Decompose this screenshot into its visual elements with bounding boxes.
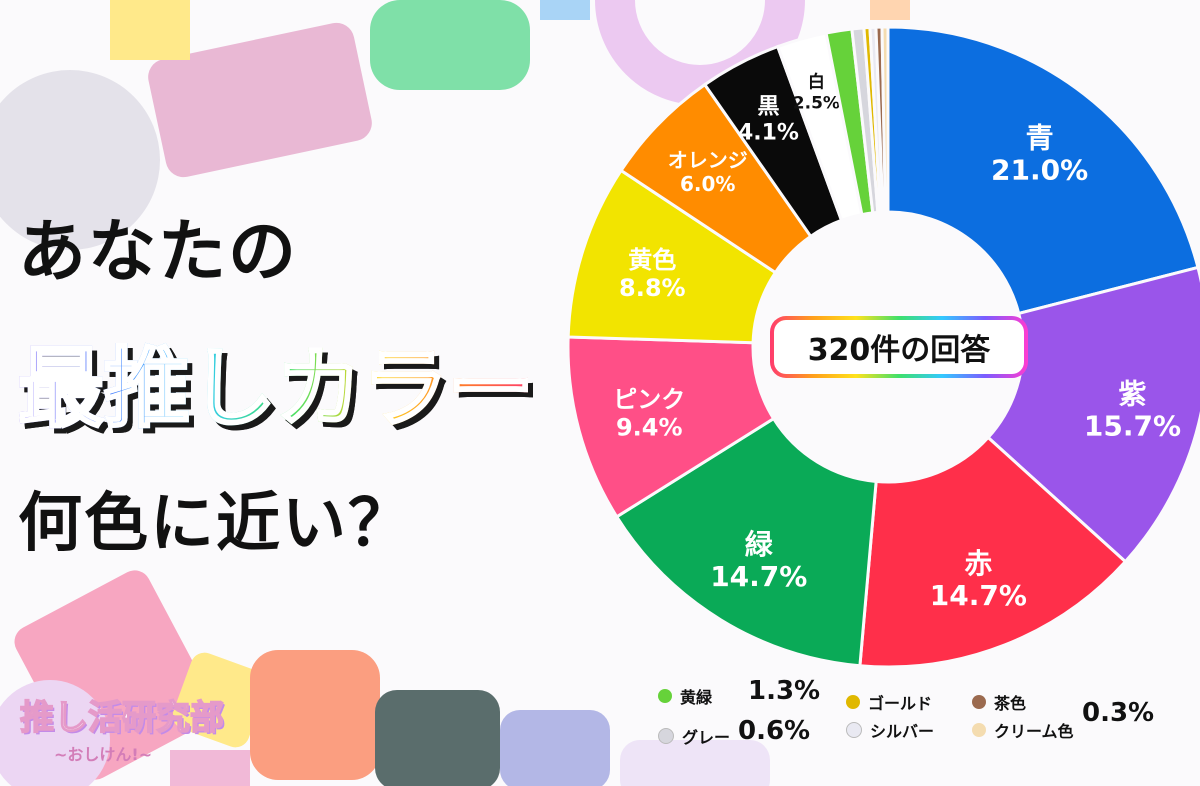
slice-value-2: 14.7% bbox=[930, 579, 1027, 612]
legend-value-gray: 0.6% bbox=[738, 716, 811, 746]
deco-pink-rect bbox=[148, 22, 372, 178]
slice-value-4: 9.4% bbox=[616, 414, 683, 442]
deco-coral-rounded bbox=[250, 650, 380, 780]
response-count-badge: 320件の回答 bbox=[770, 316, 1028, 378]
slice-label-7: 黒 bbox=[757, 95, 779, 120]
deco-yellow-rect bbox=[110, 0, 190, 60]
pie-slice-2 bbox=[858, 435, 1128, 669]
deco-blue-rect bbox=[540, 0, 590, 20]
legend-item-gold: ゴールド bbox=[846, 690, 932, 714]
legend-label: クリーム色 bbox=[994, 722, 1074, 741]
legend-item-gray: グレー bbox=[658, 724, 730, 748]
slice-value-1: 15.7% bbox=[1084, 409, 1181, 442]
legend-value-yellowgreen: 1.3% bbox=[748, 676, 821, 706]
slice-value-0: 21.0% bbox=[991, 154, 1088, 187]
logo-subtitle: ~おしけん!~ bbox=[54, 745, 153, 764]
legend-dot bbox=[972, 695, 986, 709]
legend-dot bbox=[846, 722, 862, 738]
deco-lilac-circle bbox=[0, 680, 110, 786]
slice-value-3: 14.7% bbox=[710, 560, 807, 593]
legend-dot bbox=[658, 728, 674, 744]
deco-slate-shape bbox=[375, 690, 500, 786]
slice-label-2: 赤 bbox=[964, 547, 992, 580]
legend-dot bbox=[658, 689, 672, 703]
deco-pink-strip bbox=[170, 750, 250, 786]
slice-value-5: 8.8% bbox=[619, 274, 686, 302]
legend-label: シルバー bbox=[870, 722, 935, 741]
headline-line3: 何色に近い？ bbox=[18, 487, 414, 561]
legend-item-brown: 茶色 bbox=[972, 690, 1026, 714]
deco-green-blob bbox=[370, 0, 530, 90]
response-count-label: 320件の回答 bbox=[774, 320, 1024, 374]
logo-title: 推し活研究部 bbox=[19, 697, 225, 739]
deco-lilac-ring bbox=[595, 0, 805, 105]
slice-label-5: 黄色 bbox=[628, 246, 676, 274]
deco-periwinkle-shape bbox=[500, 710, 610, 786]
pie-slice-0 bbox=[886, 25, 1200, 316]
headline-line1: あなたの bbox=[18, 213, 299, 292]
slice-value-6: 6.0% bbox=[680, 172, 735, 196]
deco-peach-rect bbox=[870, 0, 910, 20]
slice-value-8: 2.5% bbox=[793, 94, 840, 114]
legend-dot bbox=[972, 723, 986, 737]
legend-dot bbox=[846, 695, 860, 709]
legend-label: 茶色 bbox=[994, 694, 1027, 713]
slice-label-4: ピンク bbox=[613, 386, 685, 414]
slice-value-7: 4.1% bbox=[738, 121, 799, 146]
pie-slice-14 bbox=[880, 25, 890, 214]
slice-label-8: 白 bbox=[808, 72, 825, 93]
pie-slice-3 bbox=[614, 416, 878, 668]
legend-label: グレー bbox=[682, 728, 731, 747]
deco-yellow-square bbox=[172, 652, 268, 748]
slice-label-6: オレンジ bbox=[668, 148, 748, 172]
legend-label: ゴールド bbox=[868, 694, 933, 713]
legend-item-silver: シルバー bbox=[846, 718, 934, 742]
legend-label: 黄緑 bbox=[680, 688, 713, 707]
brand-logo: 推し活研究部 ~おしけん!~ bbox=[19, 690, 240, 765]
slice-label-3: 緑 bbox=[745, 528, 774, 561]
legend-value-minor: 0.3% bbox=[1082, 698, 1155, 728]
deco-gray-circle bbox=[0, 70, 160, 250]
slice-label-0: 青 bbox=[1026, 122, 1054, 155]
headline-line2: 最推しカラー bbox=[17, 318, 536, 443]
deco-pale-shape bbox=[620, 740, 770, 786]
legend-item-cream: クリーム色 bbox=[972, 718, 1074, 742]
legend-item-yellowgreen: 黄緑 bbox=[658, 684, 712, 708]
slice-label-1: 紫 bbox=[1118, 377, 1146, 410]
